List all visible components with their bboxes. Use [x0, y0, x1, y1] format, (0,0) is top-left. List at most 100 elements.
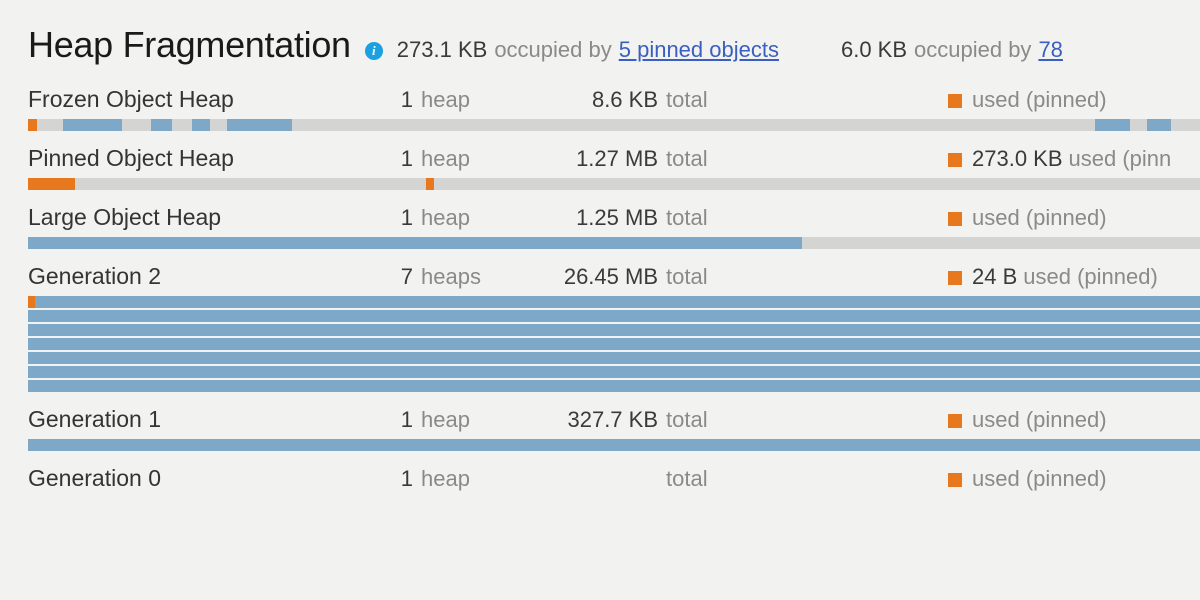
- summary-a-value: 273.1 KB: [397, 37, 488, 63]
- heap-section: Generation 27heaps26.45 MBtotal 24 Bused …: [28, 261, 1200, 392]
- heap-used: 24 B: [972, 262, 1017, 292]
- info-icon[interactable]: i: [365, 42, 383, 60]
- heap-total-label: total: [658, 405, 948, 435]
- header-row: Heap Fragmentation i 273.1 KB occupied b…: [28, 24, 1200, 66]
- heap-header: Generation 11heap327.7 KBtotal used (pinn…: [28, 404, 1200, 435]
- segment: [28, 324, 1200, 336]
- heap-section: Pinned Object Heap1heap1.27 MBtotal 273.0…: [28, 143, 1200, 190]
- heap-bars: [28, 296, 1200, 392]
- heap-section: Frozen Object Heap1heap8.6 KBtotal used (…: [28, 84, 1200, 131]
- heap-section: Generation 11heap327.7 KBtotal used (pinn…: [28, 404, 1200, 451]
- heap-total-label: total: [658, 144, 948, 174]
- segment: [426, 178, 433, 190]
- segment: [28, 296, 35, 308]
- used-swatch-icon: [948, 94, 962, 108]
- heap-total: 327.7 KB: [553, 405, 658, 435]
- segment: [28, 380, 1200, 392]
- summary-b: 6.0 KB occupied by 78: [841, 37, 1063, 63]
- used-swatch-icon: [948, 212, 962, 226]
- heap-total-label: total: [658, 464, 948, 494]
- heap-count: 1: [378, 405, 413, 435]
- segment: [151, 119, 172, 131]
- segment: [192, 119, 210, 131]
- heap-bar: [28, 439, 1200, 451]
- segment: [63, 119, 122, 131]
- heap-header: Pinned Object Heap1heap1.27 MBtotal 273.0…: [28, 143, 1200, 174]
- heap-total-label: total: [658, 262, 948, 292]
- segment: [35, 296, 1200, 308]
- heap-count-label: heap: [413, 405, 553, 435]
- segment: [1095, 119, 1130, 131]
- heap-header: Generation 01heap total used (pinned): [28, 463, 1200, 494]
- page-title: Heap Fragmentation: [28, 24, 351, 66]
- heap-used-label: used (pinned): [972, 464, 1107, 494]
- heap-count: 1: [378, 144, 413, 174]
- used-swatch-icon: [948, 153, 962, 167]
- summary-pinned: 273.1 KB occupied by 5 pinned objects: [397, 37, 779, 63]
- heap-used-label: used (pinned): [972, 203, 1107, 233]
- heap-total: 26.45 MB: [553, 262, 658, 292]
- heap-header: Large Object Heap1heap1.25 MBtotal used (…: [28, 202, 1200, 233]
- heap-count-label: heap: [413, 85, 553, 115]
- heap-name: Generation 2: [28, 261, 378, 292]
- heap-bar: [28, 119, 1200, 131]
- heap-bars: [28, 237, 1200, 249]
- pinned-objects-link[interactable]: 5 pinned objects: [619, 37, 779, 63]
- summary-b-value: 6.0 KB: [841, 37, 907, 63]
- segment: [28, 366, 1200, 378]
- heap-bar: [28, 310, 1200, 322]
- summary-a-text: occupied by: [494, 37, 611, 63]
- heap-count-label: heap: [413, 464, 553, 494]
- heap-total: 1.27 MB: [553, 144, 658, 174]
- heap-header: Frozen Object Heap1heap8.6 KBtotal used (…: [28, 84, 1200, 115]
- heap-bars: [28, 178, 1200, 190]
- heap-count: 1: [378, 464, 413, 494]
- used-swatch-icon: [948, 473, 962, 487]
- segment: [28, 119, 37, 131]
- segment: [227, 119, 291, 131]
- heap-bar: [28, 366, 1200, 378]
- heap-count: 1: [378, 85, 413, 115]
- heap-total: 8.6 KB: [553, 85, 658, 115]
- heap-count-label: heap: [413, 144, 553, 174]
- heap-total: 1.25 MB: [553, 203, 658, 233]
- heap-bar: [28, 380, 1200, 392]
- summary-b-link[interactable]: 78: [1038, 37, 1062, 63]
- segment: [28, 352, 1200, 364]
- segment: [28, 439, 1200, 451]
- segment: [1147, 119, 1170, 131]
- heap-used-label: used (pinn: [1069, 144, 1172, 174]
- segment: [28, 338, 1200, 350]
- segment: [28, 178, 75, 190]
- heap-name: Generation 0: [28, 463, 378, 494]
- heap-bar: [28, 338, 1200, 350]
- heap-count: 7: [378, 262, 413, 292]
- used-swatch-icon: [948, 271, 962, 285]
- heap-bars: [28, 119, 1200, 131]
- heap-bar: [28, 237, 1200, 249]
- heap-section: Generation 01heap total used (pinned): [28, 463, 1200, 494]
- segment: [28, 237, 802, 249]
- heap-total-label: total: [658, 85, 948, 115]
- heap-used-label: used (pinned): [972, 85, 1107, 115]
- used-swatch-icon: [948, 414, 962, 428]
- heap-name: Large Object Heap: [28, 202, 378, 233]
- heap-count-label: heaps: [413, 262, 553, 292]
- heap-used: 273.0 KB: [972, 144, 1063, 174]
- heap-used-label: used (pinned): [972, 405, 1107, 435]
- heap-bar: [28, 352, 1200, 364]
- heap-bar: [28, 296, 1200, 308]
- segment: [28, 310, 1200, 322]
- heap-bars: [28, 439, 1200, 451]
- heap-section: Large Object Heap1heap1.25 MBtotal used (…: [28, 202, 1200, 249]
- heap-bar: [28, 178, 1200, 190]
- heap-header: Generation 27heaps26.45 MBtotal 24 Bused …: [28, 261, 1200, 292]
- heap-name: Frozen Object Heap: [28, 84, 378, 115]
- heap-used-label: used (pinned): [1023, 262, 1158, 292]
- heap-name: Generation 1: [28, 404, 378, 435]
- heap-name: Pinned Object Heap: [28, 143, 378, 174]
- heap-bar: [28, 324, 1200, 336]
- heap-total-label: total: [658, 203, 948, 233]
- heap-count: 1: [378, 203, 413, 233]
- heap-count-label: heap: [413, 203, 553, 233]
